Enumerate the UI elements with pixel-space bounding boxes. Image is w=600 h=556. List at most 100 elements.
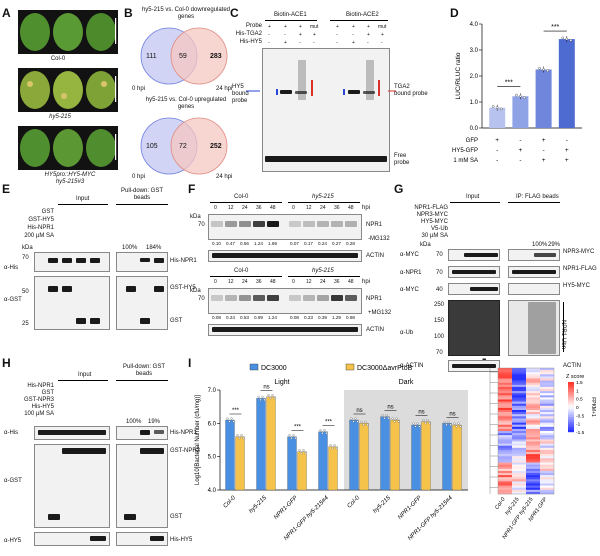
- d-point: [565, 37, 569, 41]
- f-col0-top: Col-0: [234, 194, 249, 200]
- f-timepoint: 0: [292, 279, 295, 285]
- j-heatmap-cells: [498, 368, 554, 495]
- panel-label-f: F: [188, 182, 196, 196]
- i-point: [426, 419, 429, 422]
- j-legend-cell: [568, 384, 574, 388]
- j-legend-cell: [568, 419, 574, 423]
- j-heat-cell: [512, 384, 526, 388]
- j-heat-cell: [512, 464, 526, 467]
- f-npr1-bottom: NPR1: [366, 296, 383, 302]
- f-mw-bottom: 70: [198, 296, 205, 302]
- d-row-mark: +: [542, 137, 546, 144]
- h-band-hishy5: His-HY5: [170, 537, 193, 543]
- f-npr1-band: [267, 221, 279, 227]
- d-row-mark: +: [542, 157, 546, 164]
- j-heat-cell: [526, 487, 540, 490]
- j-heat-cell: [512, 386, 526, 390]
- g-band-hy5myc: HY5-MYC: [563, 283, 591, 289]
- j-heat-cell: [540, 397, 554, 400]
- j-heat-cell: [512, 447, 526, 451]
- j-heat-cell: [512, 489, 526, 493]
- j-heat-cell: [526, 424, 540, 427]
- d-row-mark: +: [565, 157, 569, 164]
- f-npr1-band: [345, 221, 357, 227]
- j-heat-cell: [512, 397, 526, 400]
- j-heat-cell: [512, 426, 526, 430]
- j-heat-cell: [526, 378, 540, 381]
- f-quant-value: 0.39: [318, 315, 327, 320]
- d-y-tick-label: 3.0: [470, 48, 479, 54]
- i-point: [302, 449, 305, 452]
- j-heat-cell: [526, 420, 540, 423]
- f-hpi-top: hpi: [362, 205, 371, 211]
- i-bar: [411, 424, 421, 491]
- j-heat-cell: [498, 441, 512, 444]
- j-legend-cell: [568, 427, 574, 430]
- i-point: [366, 423, 369, 426]
- i-sig-label: ns: [449, 411, 455, 417]
- j-heat-cell: [512, 405, 526, 409]
- f-npr1-band: [225, 295, 237, 301]
- f-npr1-band: [317, 221, 329, 227]
- j-heat-cell: [540, 378, 554, 381]
- venn-bottom-left: 105: [146, 143, 158, 150]
- j-heat-cell: [526, 449, 540, 453]
- f-quant-value: 0.17: [304, 241, 313, 246]
- j-heat-cell: [512, 416, 526, 419]
- e-ab-gst: α-GST: [4, 297, 22, 303]
- j-heat-cell: [540, 420, 554, 423]
- f-mg-plus: +MG132: [368, 310, 392, 316]
- g-band-npr1flag: NPR1-FLAG: [563, 266, 597, 272]
- f-quant-value: 0.28: [346, 241, 355, 246]
- i-sig-label: ns: [387, 405, 393, 411]
- emsa-band: [363, 91, 375, 94]
- j-legend-cell: [568, 392, 574, 395]
- d-point: [523, 96, 526, 99]
- i-point: [259, 398, 262, 401]
- j-heat-cell: [526, 410, 540, 413]
- i-point: [428, 422, 431, 425]
- i-point: [335, 447, 338, 450]
- i-point: [288, 434, 291, 437]
- j-heat-cell: [512, 439, 526, 442]
- i-point: [445, 423, 448, 426]
- i-x-label: Col-0: [347, 495, 362, 510]
- j-heat-cell: [512, 445, 526, 448]
- j-heat-cell: [498, 491, 512, 495]
- f-timepoint: 24: [242, 205, 248, 211]
- i-point: [263, 398, 266, 401]
- g-row-npr1flag: NPR1-FLAG: [414, 205, 448, 211]
- j-legend-cell: [568, 397, 574, 400]
- j-heat-cell: [526, 452, 540, 455]
- j-heat-cell: [540, 391, 554, 394]
- j-legend-cell: [568, 424, 574, 428]
- i-bar: [328, 446, 338, 491]
- j-heat-cell: [512, 437, 526, 440]
- i-point: [271, 394, 274, 397]
- g-ab-actin: α-ACTIN: [400, 363, 424, 369]
- j-legend-cell: [568, 409, 574, 413]
- j-heat-cell: [540, 481, 554, 484]
- f-npr1-band: [331, 295, 343, 301]
- i-legend-swatch: [249, 363, 259, 371]
- f-timepoint: 48: [270, 279, 276, 285]
- g-input-label: Input: [466, 194, 480, 200]
- j-heat-cell: [540, 426, 554, 430]
- j-heat-cell: [512, 470, 526, 474]
- j-heat-cell: [526, 435, 540, 438]
- j-heat-cell: [498, 456, 512, 459]
- i-point: [354, 417, 357, 420]
- i-point: [300, 452, 303, 455]
- j-legend-cell: [568, 382, 574, 385]
- i-point: [238, 437, 241, 440]
- j-heat-cell: [498, 395, 512, 398]
- venn-top-right: 283: [210, 53, 222, 60]
- i-sig-label: ns: [418, 410, 424, 416]
- venn-top-left: 111: [146, 53, 157, 60]
- j-heat-cell: [512, 395, 526, 398]
- j-heat-cell: [498, 454, 512, 457]
- j-heat-cell: [512, 389, 526, 392]
- d-row-mark: -: [566, 137, 568, 144]
- j-heat-cell: [540, 462, 554, 465]
- j-heat-cell: [512, 414, 526, 417]
